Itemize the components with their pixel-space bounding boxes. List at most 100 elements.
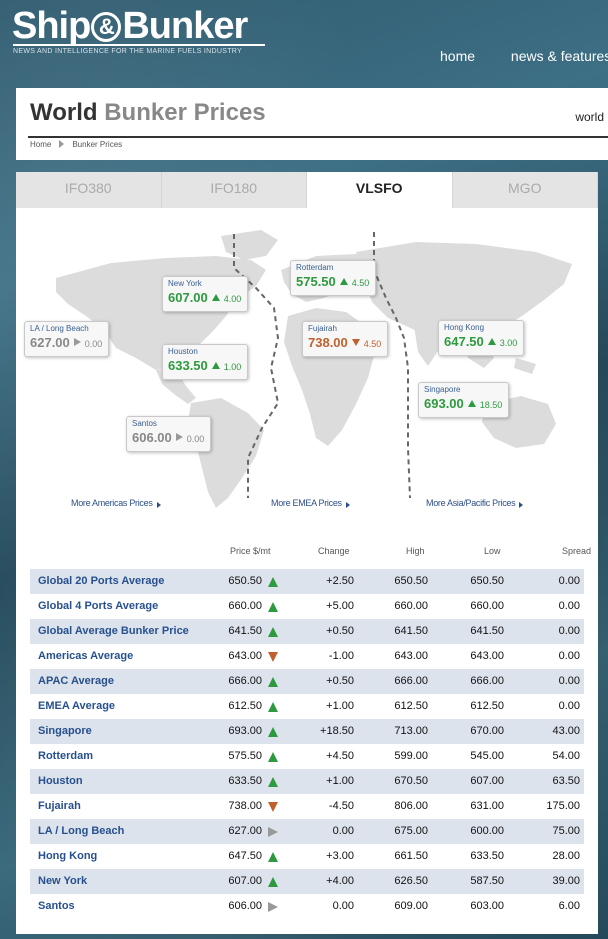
up-arrow-icon [268,852,278,862]
tab-ifo380[interactable]: IFO380 [16,172,162,208]
table-row: Americas Average 643.00 -1.00 643.00 643.00 0… [30,644,584,669]
price-cell: 633.50 [228,775,262,787]
price-cell: 647.50 [228,850,262,862]
tab-ifo180[interactable]: IFO180 [161,172,307,208]
port-name-link[interactable]: Global 20 Ports Average [38,575,165,587]
low-cell: 633.50 [470,850,504,862]
change-cell: +1.00 [326,700,354,712]
port-name-link[interactable]: Houston [38,775,83,787]
change-cell: +4.50 [326,750,354,762]
table-row: Hong Kong 647.50 +3.00 661.50 633.50 28.00 [30,844,584,869]
bubble-price: 693.00 [424,396,464,411]
bubble-port: New York [168,279,202,288]
bubble-port: Singapore [424,385,461,394]
spread-cell: 0.00 [558,625,580,637]
port-name-link[interactable]: APAC Average [38,675,115,687]
price-cell: 641.50 [228,625,262,637]
page-title-rest: Bunker Prices [104,99,266,126]
up-arrow-icon [211,294,220,301]
bubble-change: 4.50 [363,339,382,349]
spread-cell: 54.00 [552,750,580,762]
nav-news-features[interactable]: news & features [510,48,608,64]
price-cell: 660.00 [228,600,262,612]
change-cell: +0.50 [326,675,354,687]
up-arrow-icon [339,278,348,285]
chevron-right-icon [519,502,524,508]
bubble-change: 18.50 [479,400,503,410]
change-cell: -1.00 [328,650,354,662]
port-name-link[interactable]: Santos [38,900,75,912]
bubble-port: Fujairah [308,324,337,333]
bubble-singapore[interactable]: Singapore 693.00 18.50 [418,382,510,418]
more-emea-link[interactable]: More EMEA Prices [271,498,350,508]
bubble-change: 0.00 [84,339,103,349]
price-table: Global 20 Ports Average 650.50 +2.50 650.50… [30,569,584,919]
bubble-la-long-beach[interactable]: LA / Long Beach 627.00 0.00 [24,321,110,357]
more-americas-link[interactable]: More Americas Prices [71,498,161,508]
high-cell: 599.00 [394,750,428,762]
spread-cell: 0.00 [558,600,580,612]
bubble-price: 607.00 [168,290,208,305]
world-link[interactable]: world [575,110,604,124]
bubble-new-york[interactable]: New York 607.00 4.00 [162,276,249,312]
change-cell: 0.00 [332,900,354,912]
high-cell: 806.00 [394,800,428,812]
high-cell: 650.50 [394,575,428,587]
table-header: Price $/mt Change High Low Spread [30,546,591,560]
tab-mgo[interactable]: MGO [452,172,598,208]
low-cell: 631.00 [470,800,504,812]
down-arrow-icon [268,652,278,662]
low-cell: 607.00 [470,775,504,787]
bubble-port: Houston [168,347,198,356]
port-name-link[interactable]: Singapore [38,725,92,737]
change-cell: +1.00 [326,775,354,787]
breadcrumb-current: Bunker Prices [72,140,123,149]
price-cell: 650.50 [228,575,262,587]
spread-cell: 6.00 [558,900,580,912]
port-name-link[interactable]: Fujairah [38,800,81,812]
bubble-rotterdam[interactable]: Rotterdam 575.50 4.50 [290,260,377,296]
more-apac-label: More Asia/Pacific Prices [426,498,516,508]
col-low: Low [484,546,501,556]
port-name-link[interactable]: Global Average Bunker Price [38,625,189,637]
spread-cell: 75.00 [552,825,580,837]
world-map: New York 607.00 4.00 Rotterdam 575.50 4.50… [16,208,598,530]
port-name-link[interactable]: Americas Average [38,650,134,662]
port-name-link[interactable]: New York [38,875,88,887]
bubble-change: 3.00 [499,338,518,348]
bubble-santos[interactable]: Santos 606.00 0.00 [126,416,212,452]
tab-vlsfo[interactable]: VLSFO [307,172,453,208]
bubble-change: 1.00 [223,362,242,372]
low-cell: 545.00 [470,750,504,762]
table-row: Santos 606.00 0.00 609.00 603.00 6.00 [30,894,584,919]
spread-cell: 0.00 [558,700,580,712]
port-name-link[interactable]: LA / Long Beach [38,825,125,837]
bubble-houston[interactable]: Houston 633.50 1.00 [162,344,249,380]
up-arrow-icon [268,727,278,737]
port-name-link[interactable]: EMEA Average [38,700,116,712]
site-logo[interactable]: Ship & Bunker [12,6,248,46]
col-spread: Spread [562,546,592,556]
change-cell: +0.50 [326,625,354,637]
high-cell: 609.00 [394,900,428,912]
port-name-link[interactable]: Global 4 Ports Average [38,600,159,612]
port-name-link[interactable]: Hong Kong [38,850,98,862]
table-row: Fujairah 738.00 -4.50 806.00 631.00 175.00 [30,794,584,819]
high-cell: 713.00 [394,725,428,737]
bubble-hong-kong[interactable]: Hong Kong 647.50 3.00 [438,320,525,356]
spread-cell: 39.00 [552,875,580,887]
breadcrumb-home[interactable]: Home [30,140,52,149]
change-cell: +4.00 [326,875,354,887]
spread-cell: 0.00 [558,650,580,662]
low-cell: 650.50 [470,575,504,587]
table-row: LA / Long Beach 627.00 0.00 675.00 600.00 75.… [30,819,584,844]
chevron-right-icon [156,502,161,508]
more-apac-link[interactable]: More Asia/Pacific Prices [426,498,524,508]
logo-underline [13,44,265,46]
logo-ampersand: & [91,12,122,42]
nav-home[interactable]: home [440,48,476,64]
bubble-price: 606.00 [132,430,172,445]
spread-cell: 43.00 [552,725,580,737]
port-name-link[interactable]: Rotterdam [38,750,94,762]
bubble-fujairah[interactable]: Fujairah 738.00 4.50 [302,321,389,357]
